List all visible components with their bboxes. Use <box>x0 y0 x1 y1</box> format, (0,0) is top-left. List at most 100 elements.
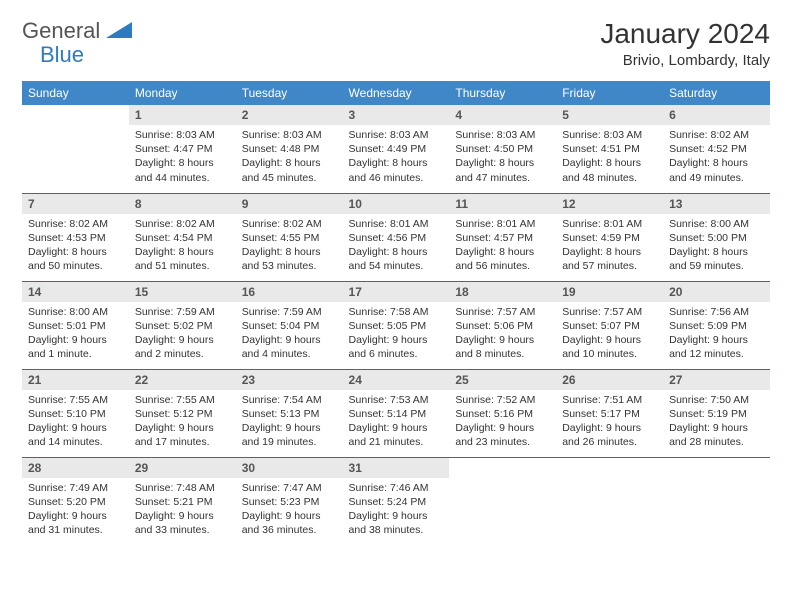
day-details: Sunrise: 7:49 AMSunset: 5:20 PMDaylight:… <box>22 478 129 544</box>
day-number: 4 <box>449 105 556 125</box>
logo-text-blue: Blue <box>40 42 84 67</box>
day-details: Sunrise: 8:01 AMSunset: 4:59 PMDaylight:… <box>556 214 663 280</box>
calendar-cell: 23Sunrise: 7:54 AMSunset: 5:13 PMDayligh… <box>236 369 343 457</box>
calendar-cell: 22Sunrise: 7:55 AMSunset: 5:12 PMDayligh… <box>129 369 236 457</box>
weekday-header: Sunday <box>22 81 129 105</box>
calendar-row: 1Sunrise: 8:03 AMSunset: 4:47 PMDaylight… <box>22 105 770 193</box>
calendar-cell: 7Sunrise: 8:02 AMSunset: 4:53 PMDaylight… <box>22 193 129 281</box>
day-details: Sunrise: 7:59 AMSunset: 5:02 PMDaylight:… <box>129 302 236 368</box>
day-details: Sunrise: 7:58 AMSunset: 5:05 PMDaylight:… <box>343 302 450 368</box>
day-number: 23 <box>236 370 343 390</box>
day-details: Sunrise: 8:03 AMSunset: 4:49 PMDaylight:… <box>343 125 450 191</box>
day-number: 15 <box>129 282 236 302</box>
calendar-cell: 17Sunrise: 7:58 AMSunset: 5:05 PMDayligh… <box>343 281 450 369</box>
day-number: 27 <box>663 370 770 390</box>
day-number: 6 <box>663 105 770 125</box>
calendar-cell: 10Sunrise: 8:01 AMSunset: 4:56 PMDayligh… <box>343 193 450 281</box>
day-details: Sunrise: 8:03 AMSunset: 4:51 PMDaylight:… <box>556 125 663 191</box>
weekday-header: Monday <box>129 81 236 105</box>
day-number: 21 <box>22 370 129 390</box>
day-number: 14 <box>22 282 129 302</box>
day-details: Sunrise: 7:57 AMSunset: 5:06 PMDaylight:… <box>449 302 556 368</box>
day-details: Sunrise: 8:00 AMSunset: 5:00 PMDaylight:… <box>663 214 770 280</box>
day-number: 17 <box>343 282 450 302</box>
day-number: 29 <box>129 458 236 478</box>
day-number: 3 <box>343 105 450 125</box>
calendar-cell: 3Sunrise: 8:03 AMSunset: 4:49 PMDaylight… <box>343 105 450 193</box>
day-details: Sunrise: 8:02 AMSunset: 4:54 PMDaylight:… <box>129 214 236 280</box>
day-number: 20 <box>663 282 770 302</box>
calendar-cell: 26Sunrise: 7:51 AMSunset: 5:17 PMDayligh… <box>556 369 663 457</box>
calendar-cell <box>449 457 556 545</box>
day-number: 18 <box>449 282 556 302</box>
calendar-cell: 9Sunrise: 8:02 AMSunset: 4:55 PMDaylight… <box>236 193 343 281</box>
day-number: 10 <box>343 194 450 214</box>
day-number: 2 <box>236 105 343 125</box>
day-details: Sunrise: 8:02 AMSunset: 4:53 PMDaylight:… <box>22 214 129 280</box>
day-details: Sunrise: 7:51 AMSunset: 5:17 PMDaylight:… <box>556 390 663 456</box>
day-details: Sunrise: 7:59 AMSunset: 5:04 PMDaylight:… <box>236 302 343 368</box>
month-title: January 2024 <box>600 18 770 50</box>
day-number: 1 <box>129 105 236 125</box>
day-number: 26 <box>556 370 663 390</box>
calendar-row: 28Sunrise: 7:49 AMSunset: 5:20 PMDayligh… <box>22 457 770 545</box>
day-details: Sunrise: 7:57 AMSunset: 5:07 PMDaylight:… <box>556 302 663 368</box>
weekday-header: Tuesday <box>236 81 343 105</box>
day-details: Sunrise: 7:55 AMSunset: 5:10 PMDaylight:… <box>22 390 129 456</box>
calendar-cell: 30Sunrise: 7:47 AMSunset: 5:23 PMDayligh… <box>236 457 343 545</box>
day-details: Sunrise: 7:48 AMSunset: 5:21 PMDaylight:… <box>129 478 236 544</box>
location: Brivio, Lombardy, Italy <box>600 52 770 69</box>
day-details: Sunrise: 7:46 AMSunset: 5:24 PMDaylight:… <box>343 478 450 544</box>
day-number: 7 <box>22 194 129 214</box>
title-block: January 2024 Brivio, Lombardy, Italy <box>600 18 770 69</box>
calendar-cell: 11Sunrise: 8:01 AMSunset: 4:57 PMDayligh… <box>449 193 556 281</box>
day-details: Sunrise: 8:02 AMSunset: 4:52 PMDaylight:… <box>663 125 770 191</box>
day-details: Sunrise: 8:00 AMSunset: 5:01 PMDaylight:… <box>22 302 129 368</box>
calendar-cell: 21Sunrise: 7:55 AMSunset: 5:10 PMDayligh… <box>22 369 129 457</box>
day-number: 25 <box>449 370 556 390</box>
calendar-cell: 12Sunrise: 8:01 AMSunset: 4:59 PMDayligh… <box>556 193 663 281</box>
calendar-cell: 18Sunrise: 7:57 AMSunset: 5:06 PMDayligh… <box>449 281 556 369</box>
weekday-header: Thursday <box>449 81 556 105</box>
day-number: 30 <box>236 458 343 478</box>
calendar-cell: 8Sunrise: 8:02 AMSunset: 4:54 PMDaylight… <box>129 193 236 281</box>
day-details: Sunrise: 8:01 AMSunset: 4:56 PMDaylight:… <box>343 214 450 280</box>
calendar-cell: 31Sunrise: 7:46 AMSunset: 5:24 PMDayligh… <box>343 457 450 545</box>
day-number: 5 <box>556 105 663 125</box>
day-details: Sunrise: 7:54 AMSunset: 5:13 PMDaylight:… <box>236 390 343 456</box>
logo-triangle-icon <box>106 20 132 43</box>
weekday-header: Wednesday <box>343 81 450 105</box>
day-number: 12 <box>556 194 663 214</box>
day-number: 24 <box>343 370 450 390</box>
logo-text-blue-wrap: Blue <box>40 42 84 68</box>
logo: General <box>22 18 134 44</box>
calendar-body: 1Sunrise: 8:03 AMSunset: 4:47 PMDaylight… <box>22 105 770 545</box>
day-number: 16 <box>236 282 343 302</box>
calendar-cell: 28Sunrise: 7:49 AMSunset: 5:20 PMDayligh… <box>22 457 129 545</box>
calendar-cell: 14Sunrise: 8:00 AMSunset: 5:01 PMDayligh… <box>22 281 129 369</box>
calendar-cell: 5Sunrise: 8:03 AMSunset: 4:51 PMDaylight… <box>556 105 663 193</box>
calendar-row: 21Sunrise: 7:55 AMSunset: 5:10 PMDayligh… <box>22 369 770 457</box>
calendar-row: 7Sunrise: 8:02 AMSunset: 4:53 PMDaylight… <box>22 193 770 281</box>
calendar-cell: 20Sunrise: 7:56 AMSunset: 5:09 PMDayligh… <box>663 281 770 369</box>
day-details: Sunrise: 8:03 AMSunset: 4:48 PMDaylight:… <box>236 125 343 191</box>
calendar-cell: 16Sunrise: 7:59 AMSunset: 5:04 PMDayligh… <box>236 281 343 369</box>
calendar-cell: 25Sunrise: 7:52 AMSunset: 5:16 PMDayligh… <box>449 369 556 457</box>
calendar-cell <box>556 457 663 545</box>
calendar-cell: 1Sunrise: 8:03 AMSunset: 4:47 PMDaylight… <box>129 105 236 193</box>
calendar-cell: 2Sunrise: 8:03 AMSunset: 4:48 PMDaylight… <box>236 105 343 193</box>
day-details: Sunrise: 7:52 AMSunset: 5:16 PMDaylight:… <box>449 390 556 456</box>
day-details: Sunrise: 8:03 AMSunset: 4:50 PMDaylight:… <box>449 125 556 191</box>
logo-text-general: General <box>22 18 100 44</box>
day-number: 13 <box>663 194 770 214</box>
day-details: Sunrise: 8:03 AMSunset: 4:47 PMDaylight:… <box>129 125 236 191</box>
calendar-cell <box>663 457 770 545</box>
calendar-cell: 27Sunrise: 7:50 AMSunset: 5:19 PMDayligh… <box>663 369 770 457</box>
day-details: Sunrise: 7:53 AMSunset: 5:14 PMDaylight:… <box>343 390 450 456</box>
calendar-cell: 29Sunrise: 7:48 AMSunset: 5:21 PMDayligh… <box>129 457 236 545</box>
calendar-cell <box>22 105 129 193</box>
day-number: 9 <box>236 194 343 214</box>
calendar-row: 14Sunrise: 8:00 AMSunset: 5:01 PMDayligh… <box>22 281 770 369</box>
day-details: Sunrise: 7:47 AMSunset: 5:23 PMDaylight:… <box>236 478 343 544</box>
day-number: 8 <box>129 194 236 214</box>
